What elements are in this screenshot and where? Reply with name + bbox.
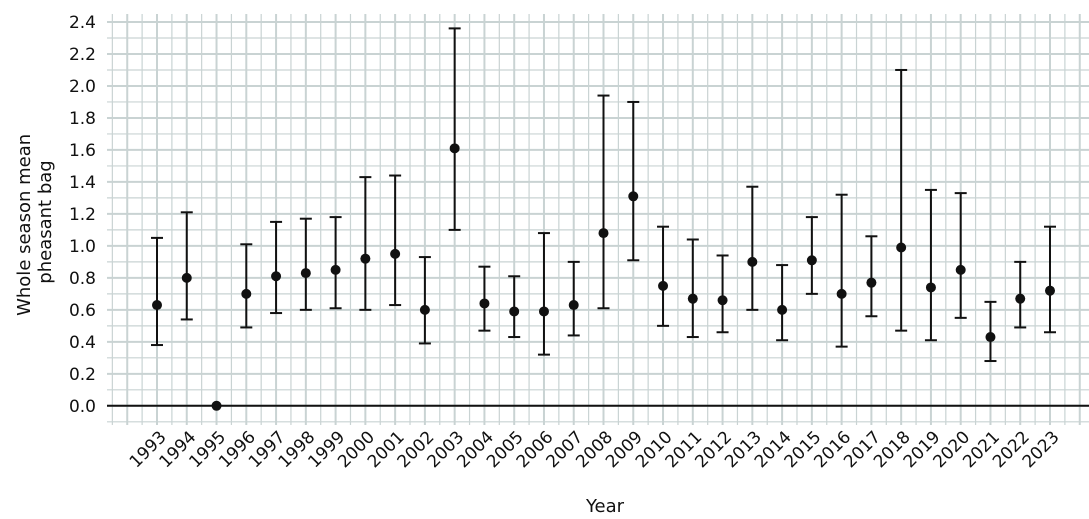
x-axis-label: Year: [585, 496, 625, 517]
data-point-2017: [866, 277, 877, 288]
y-axis-label: Whole season mean pheasant bag: [14, 128, 56, 316]
y-tick-label: 1.6: [69, 141, 96, 161]
data-point-1996: [241, 288, 252, 299]
x-tick-labels: 1993199419951996199719981999200020012002…: [126, 427, 1064, 472]
data-point-2009: [628, 191, 639, 202]
y-tick-label: 1.8: [69, 109, 96, 129]
data-point-2005: [509, 306, 520, 317]
data-point-2022: [1015, 293, 1026, 304]
data-point-2011: [687, 293, 698, 304]
data-point-1995: [211, 400, 222, 411]
data-point-2003: [449, 143, 460, 154]
data-point-2013: [747, 256, 758, 267]
data-points: [152, 143, 1055, 411]
data-point-1993: [152, 300, 162, 311]
data-point-2021: [985, 332, 996, 343]
data-point-2006: [538, 306, 549, 317]
data-point-2016: [836, 288, 847, 299]
y-tick-label: 0.6: [69, 301, 96, 321]
data-point-2008: [598, 228, 609, 239]
y-tick-label: 2.2: [69, 45, 96, 65]
data-point-2023: [1045, 285, 1055, 296]
y-tick-labels: 0.0 0.2 0.4 0.6 0.8 1.0 1.2 1.4 1.6 1.8 2.0 2.2 2.4: [69, 13, 96, 417]
y-tick-label: 0.8: [69, 269, 96, 289]
data-point-2019: [925, 282, 936, 293]
data-point-2018: [896, 242, 907, 253]
data-point-2001: [390, 248, 401, 259]
data-point-2014: [777, 304, 788, 315]
y-tick-label: 1.4: [69, 173, 96, 193]
y-tick-label: 0.0: [69, 397, 96, 417]
data-point-1999: [330, 264, 341, 275]
y-tick-label: 1.2: [69, 205, 96, 225]
y-tick-label: 0.4: [69, 333, 96, 353]
data-point-1994: [181, 272, 192, 283]
data-point-2004: [479, 298, 490, 309]
y-tick-label: 1.0: [69, 237, 96, 257]
data-point-2007: [568, 300, 579, 311]
y-tick-label: 2.4: [69, 13, 96, 33]
y-tick-label: 0.2: [69, 365, 96, 385]
grid: [107, 14, 1089, 425]
data-point-2015: [806, 255, 817, 266]
data-point-2002: [419, 304, 430, 315]
data-point-2010: [658, 280, 669, 291]
y-tick-label: 2.0: [69, 77, 96, 97]
data-point-1998: [300, 268, 311, 279]
data-point-1997: [271, 271, 282, 282]
data-point-2000: [360, 253, 371, 264]
data-point-2012: [717, 295, 728, 306]
data-point-2020: [955, 264, 966, 275]
